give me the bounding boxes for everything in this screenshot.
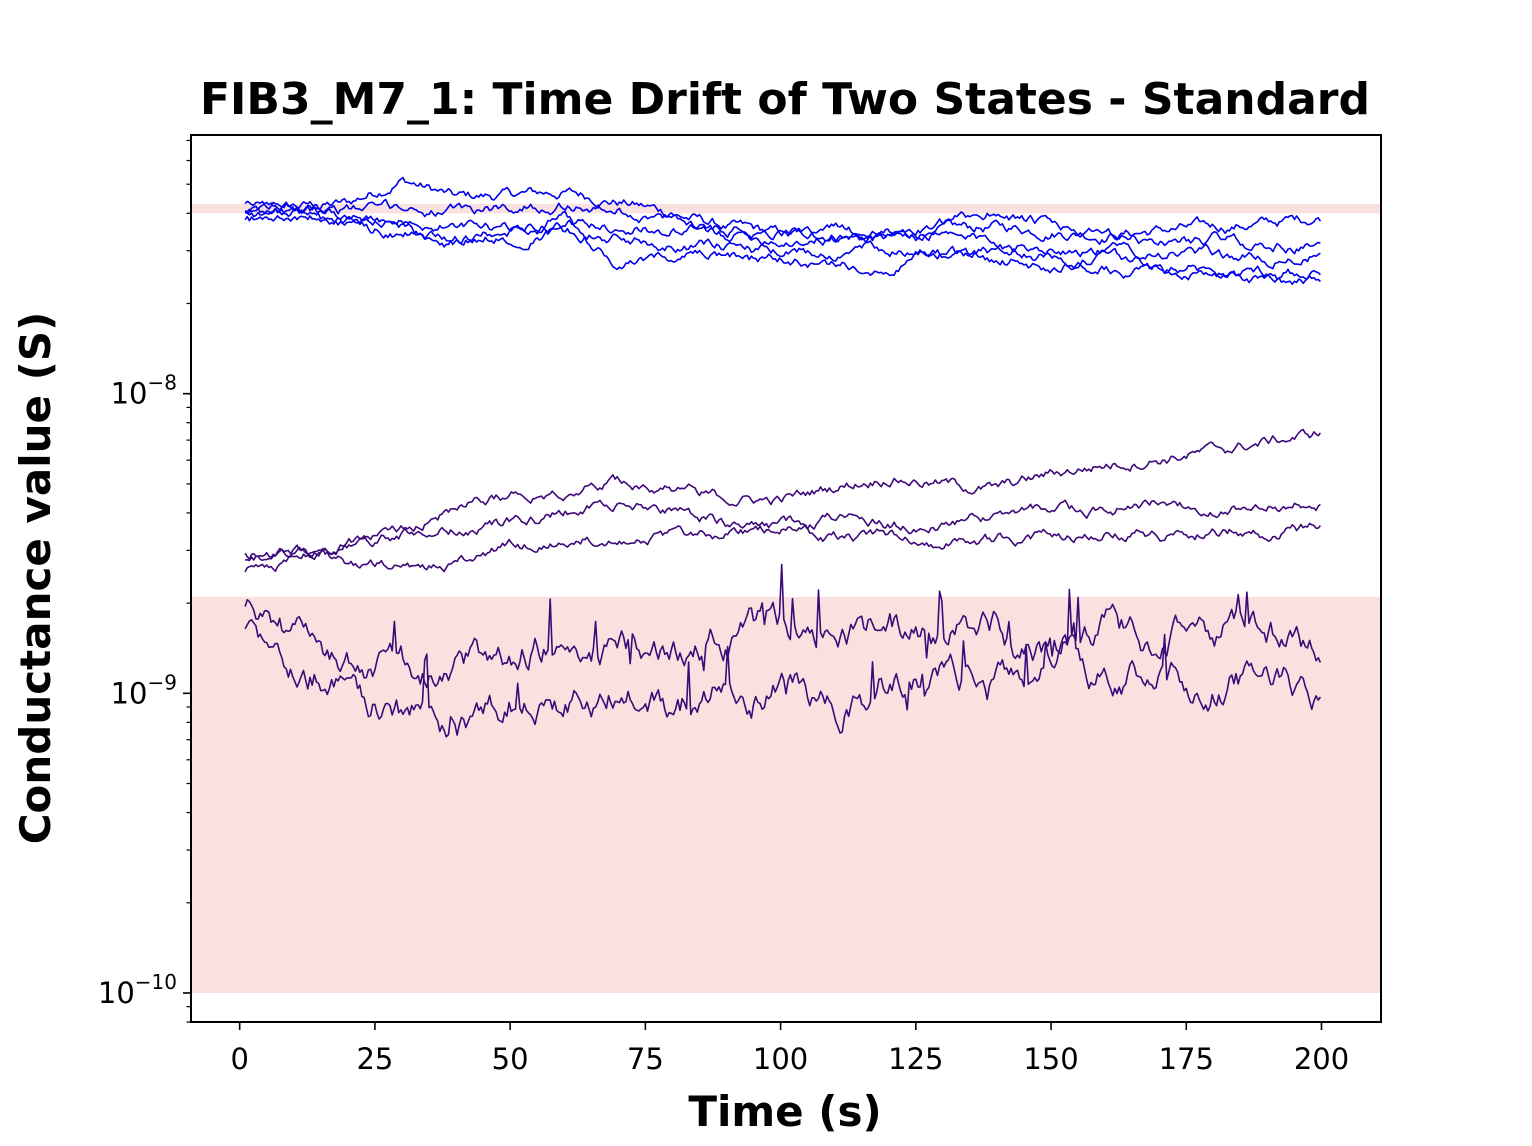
shaded-bands [191, 203, 1381, 993]
x-tick-label: 175 [1159, 1042, 1214, 1076]
plot-frame [190, 134, 1382, 1023]
series-line-7 [245, 499, 1321, 562]
series-line-5 [244, 203, 1321, 286]
x-tick-label: 25 [356, 1042, 393, 1076]
x-tick-label: 125 [888, 1042, 943, 1076]
series-line-8 [244, 522, 1322, 573]
y-tick-label: 10−8 [111, 371, 177, 411]
x-tick-label: 50 [492, 1042, 529, 1076]
chart-title: FIB3_M7_1: Time Drift of Two States - St… [200, 74, 1370, 125]
series-line-2 [244, 198, 1321, 255]
x-tick-label: 75 [627, 1042, 664, 1076]
y-axis-ticks: 10−10 10−9 10−8 [98, 139, 191, 1023]
band-1 [191, 203, 1381, 214]
x-tick-label: 100 [753, 1042, 808, 1076]
y-tick-label: 10−10 [98, 970, 177, 1010]
x-tick-label: 200 [1294, 1042, 1349, 1076]
x-axis-ticks: 0 25 50 75 100 125 150 175 200 [230, 1022, 1349, 1076]
series-lines [244, 176, 1322, 738]
band-0 [191, 596, 1381, 993]
y-axis-label: Conductance value (S) [11, 312, 60, 845]
x-tick-label: 0 [230, 1042, 248, 1076]
series-line-6 [244, 428, 1322, 573]
series-line-3 [244, 204, 1321, 270]
series-line-10 [244, 618, 1322, 738]
x-axis-label: Time (s) [688, 1087, 881, 1136]
y-tick-label: 10−9 [111, 670, 177, 710]
x-tick-label: 150 [1023, 1042, 1078, 1076]
series-line-1 [244, 176, 1322, 245]
